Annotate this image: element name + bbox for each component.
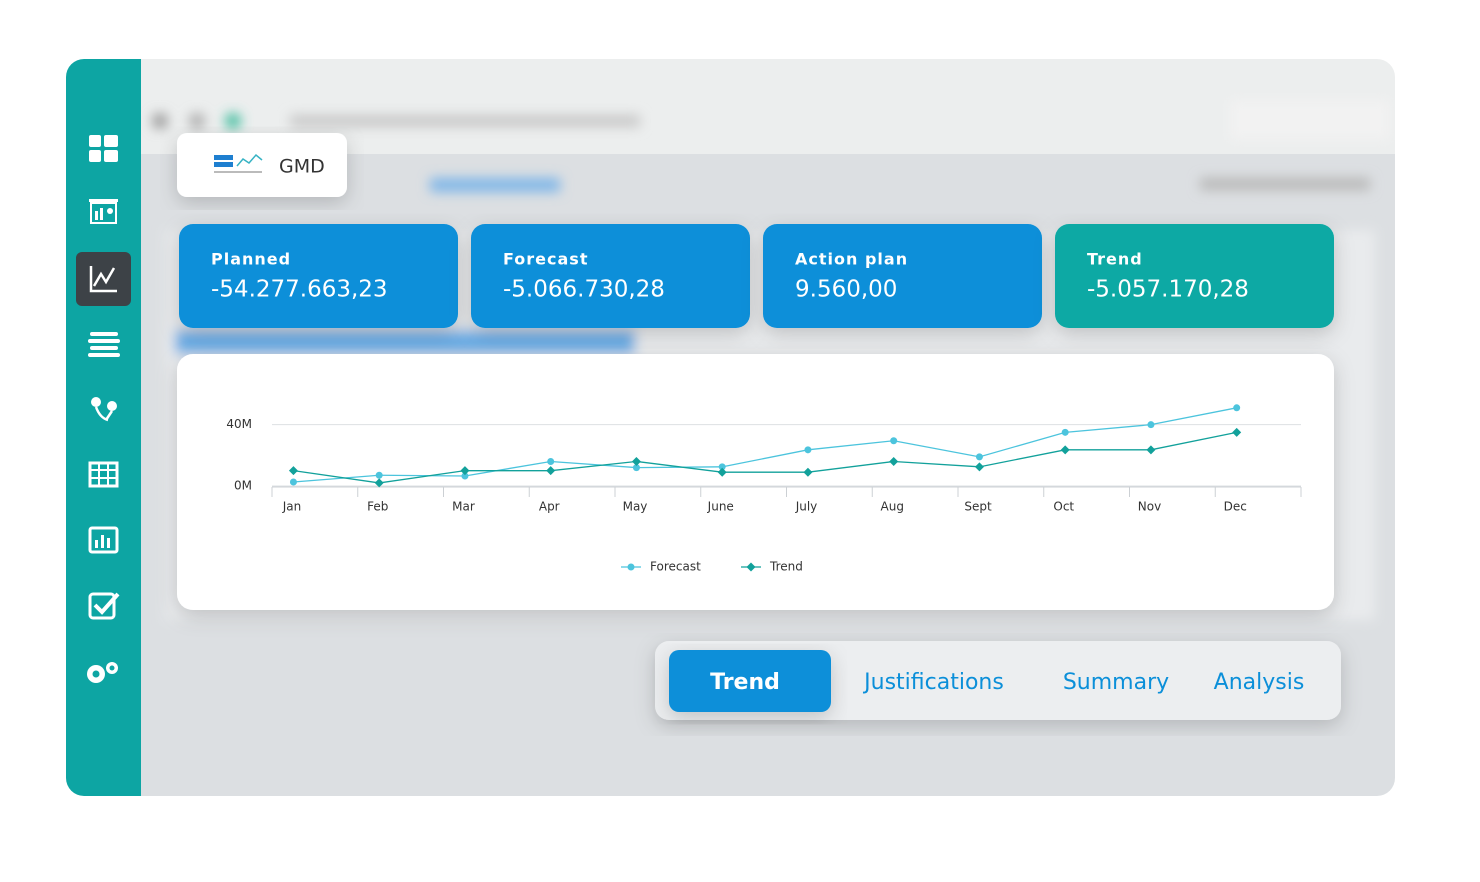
- series-line: [293, 407, 1237, 483]
- point: [547, 457, 555, 465]
- point: [889, 456, 899, 466]
- badge-logo: [214, 153, 263, 173]
- point: [627, 563, 635, 571]
- x-tick-label: Mar: [452, 500, 475, 514]
- point: [1060, 445, 1070, 455]
- kpi-card: [179, 224, 458, 328]
- point: [374, 478, 384, 488]
- point: [718, 463, 726, 471]
- point: [803, 467, 813, 477]
- app-badge: GMD: [177, 133, 347, 197]
- point: [460, 466, 470, 476]
- x-tick-label: July: [795, 500, 818, 514]
- point: [1061, 428, 1069, 436]
- point: [461, 472, 469, 480]
- point: [975, 453, 983, 461]
- x-tick-label: June: [707, 500, 734, 514]
- tab-active-bg[interactable]: [669, 650, 831, 712]
- x-tick-label: Oct: [1053, 500, 1074, 514]
- point: [1146, 445, 1156, 455]
- tab[interactable]: Summary: [1063, 670, 1169, 695]
- chart: 0M 40M Jan Feb Mar Apr May June July Aug Sept Oct No…: [226, 404, 1302, 574]
- kpi-value: -54.277.663,23: [211, 277, 388, 303]
- y-tick-label: 0M: [234, 479, 252, 493]
- kpi-label: Planned: [211, 250, 291, 269]
- chart-card: [177, 354, 1334, 610]
- kpi-value: 9.560,00: [795, 277, 897, 303]
- kpi-value: -5.066.730,28: [503, 277, 665, 303]
- point: [1147, 421, 1155, 429]
- tab[interactable]: Justifications: [862, 670, 1004, 695]
- kpi-label: Action plan: [795, 250, 908, 269]
- x-tick-label: May: [623, 500, 648, 514]
- app-name: GMD: [279, 156, 325, 178]
- tab[interactable]: Analysis: [1214, 670, 1305, 695]
- kpi-card: [763, 224, 1042, 328]
- point: [631, 456, 641, 466]
- sidebar: [66, 59, 141, 796]
- legend-label: Forecast: [650, 560, 701, 574]
- sidebar-icons[interactable]: [87, 135, 120, 683]
- point: [632, 464, 640, 472]
- tabs: Trend Justifications Summary Analysis: [669, 650, 1304, 712]
- point: [746, 562, 756, 572]
- kpi-cards: Planned -54.277.663,23 Forecast -5.066.730,…: [179, 224, 1334, 328]
- series-line: [293, 431, 1237, 484]
- kpi-label: Forecast: [503, 250, 588, 269]
- point: [1233, 404, 1241, 412]
- tab[interactable]: Trend: [710, 670, 780, 695]
- y-tick-label: 40M: [226, 417, 252, 431]
- x-tick-label: Nov: [1138, 500, 1161, 514]
- badge-bg: [177, 133, 347, 197]
- point: [1232, 427, 1242, 437]
- point: [890, 437, 898, 445]
- x-tick-label: Dec: [1224, 500, 1247, 514]
- legend-label: Trend: [769, 560, 803, 574]
- top-bar: [141, 59, 1395, 154]
- point: [375, 471, 383, 479]
- x-tick-label: Feb: [367, 500, 388, 514]
- x-tick-label: Aug: [881, 500, 904, 514]
- x-tick-label: Jan: [282, 500, 302, 514]
- kpi-card: [1055, 224, 1334, 328]
- point: [289, 478, 297, 486]
- x-tick-label: Sept: [964, 500, 992, 514]
- point: [804, 446, 812, 454]
- point: [288, 466, 298, 476]
- kpi-label: Trend: [1087, 250, 1143, 269]
- kpi-value: -5.057.170,28: [1087, 277, 1249, 303]
- point: [546, 466, 556, 476]
- point: [717, 467, 727, 477]
- point: [974, 462, 984, 472]
- kpi-card: [471, 224, 750, 328]
- x-tick-label: Apr: [539, 500, 560, 514]
